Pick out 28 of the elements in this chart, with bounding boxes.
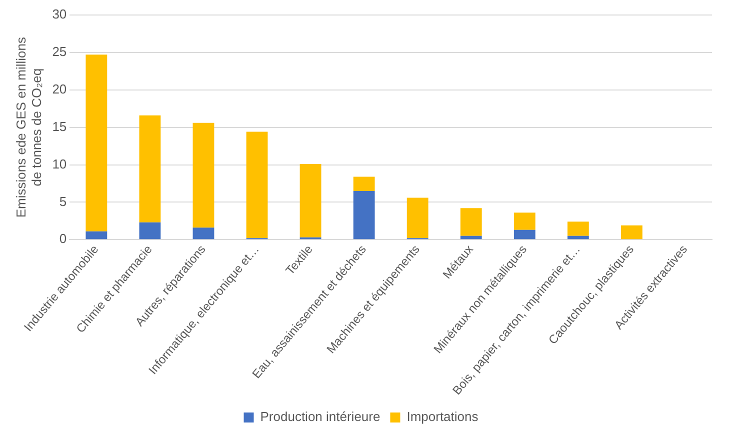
y-axis-title: Emissions ede GES en millions de tonnes de CO₂eq (13, 36, 44, 218)
bar (353, 176, 375, 191)
bar (300, 164, 322, 238)
bar (139, 115, 161, 222)
legend-label: Production intérieure (260, 409, 380, 424)
bar (514, 230, 536, 240)
y-tick-label: 25 (52, 44, 67, 60)
bar (353, 190, 375, 240)
y-tick-label: 15 (52, 118, 67, 134)
y-tick-label: 10 (52, 156, 67, 172)
bar (621, 225, 642, 240)
y-tick-label: 0 (59, 231, 67, 246)
y-tick-label: 5 (59, 194, 67, 209)
y-tick-label: 30 (52, 6, 67, 22)
bar (86, 54, 108, 232)
bar (192, 228, 214, 240)
bar (246, 132, 268, 238)
bar (139, 222, 161, 240)
bar (86, 231, 108, 240)
y-tick-label: 20 (52, 81, 67, 96)
bar (192, 122, 214, 228)
legend-label: Importations (406, 409, 479, 424)
bar (406, 198, 428, 238)
bar (514, 212, 536, 230)
bar (460, 208, 482, 236)
bar (567, 236, 589, 240)
bar (567, 222, 589, 236)
bar (460, 236, 482, 240)
